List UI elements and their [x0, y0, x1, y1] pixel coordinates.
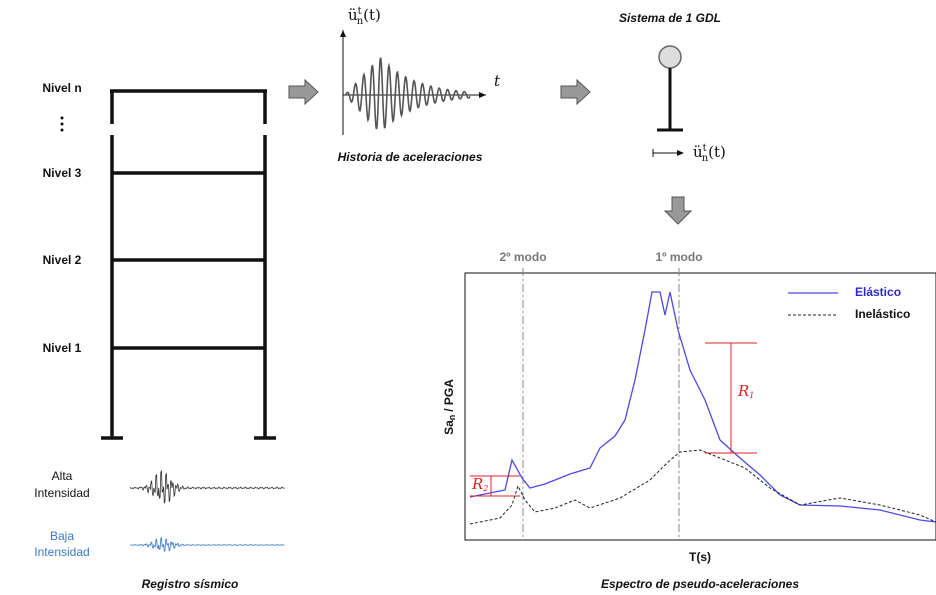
axis-arrow	[340, 30, 346, 37]
axis-arrow	[479, 92, 486, 98]
caption: Historia de aceleraciones	[338, 150, 483, 164]
plot-frame	[464, 272, 936, 541]
caption: Espectro de pseudo-aceleraciones	[601, 577, 799, 591]
symbol: üt n(t)	[348, 6, 381, 27]
reduction-marker	[470, 342, 757, 497]
level-label: Nivel n	[42, 81, 81, 95]
arrow	[677, 150, 684, 156]
symbol: üt n(t)	[693, 143, 726, 164]
caption: Registro sísmico	[142, 577, 239, 591]
elastic-curve	[469, 291, 936, 523]
axis-label: t	[494, 72, 501, 90]
legend-label: Inelástico	[855, 307, 910, 321]
record-label: Baja	[50, 529, 74, 543]
acceleration-trace	[344, 57, 471, 130]
arrow	[288, 78, 693, 225]
reduction-label: R1	[737, 382, 754, 400]
record-label: Intensidad	[34, 486, 89, 500]
ellipsis	[60, 116, 64, 132]
record-label: Alta	[52, 469, 73, 483]
level-label: Nivel 3	[43, 166, 82, 180]
inelastic-curve	[469, 449, 936, 525]
level-label: Nivel 1	[43, 341, 82, 355]
record-trace	[129, 536, 285, 553]
y-axis-label: San/ PGA	[442, 379, 457, 435]
legend-label: Elástico	[855, 285, 901, 299]
frame	[101, 89, 276, 440]
mass	[658, 45, 682, 69]
mode-label: 2º modo	[499, 250, 546, 264]
mode-label: 1º modo	[655, 250, 702, 264]
record-label: Intensidad	[34, 545, 89, 559]
level-label: Nivel 2	[43, 253, 82, 267]
record-trace	[129, 470, 285, 504]
reduction-label: R2	[471, 475, 488, 493]
x-axis-label: T(s)	[689, 550, 711, 564]
title: Sistema de 1 GDL	[619, 11, 721, 25]
